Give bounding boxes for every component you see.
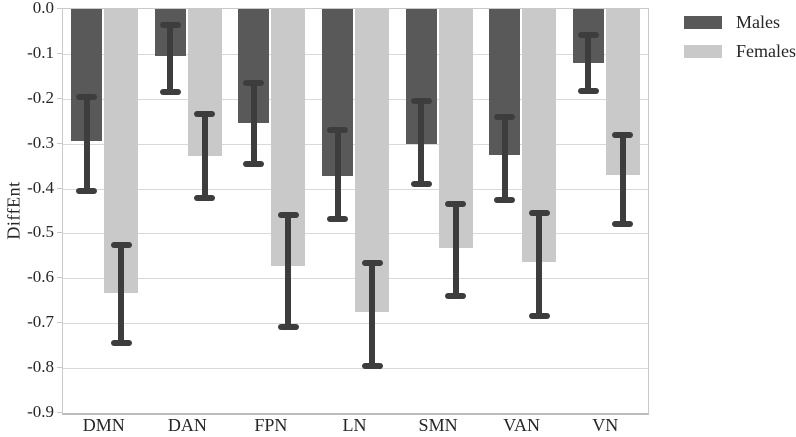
y-tick-label: -0.6	[27, 267, 54, 287]
error-bar-cap-top	[528, 210, 550, 217]
y-tick-mark	[57, 142, 62, 144]
error-bar-stem	[250, 80, 257, 167]
error-bar-cap-bottom	[410, 181, 432, 188]
error-bar-cap-top	[110, 241, 132, 248]
y-tick-label: -0.1	[27, 42, 54, 62]
error-bar-males-ln	[327, 127, 348, 223]
y-tick-label: -0.5	[27, 222, 54, 242]
error-bar-stem	[585, 31, 592, 95]
error-bar-males-dmn	[76, 93, 98, 194]
error-bar-cap-top	[612, 131, 634, 138]
x-tick-label: DMN	[82, 415, 125, 435]
error-bar-cap-bottom	[361, 362, 383, 369]
error-bar-cap-bottom	[327, 216, 348, 223]
error-bar-stem	[418, 98, 425, 188]
error-bar-cap-bottom	[243, 160, 265, 167]
error-bar-cap-top	[194, 111, 216, 118]
y-tick-label: -0.2	[27, 87, 54, 107]
error-bar-cap-top	[159, 21, 181, 28]
error-bar-cap-bottom	[528, 313, 550, 320]
y-tick-mark	[57, 412, 62, 413]
legend-item-females: Females	[684, 42, 796, 61]
y-tick-label: -0.7	[27, 312, 54, 332]
x-tick-label: LN	[342, 415, 367, 435]
error-bar-cap-top	[243, 80, 265, 87]
legend-swatch-females	[684, 45, 722, 58]
y-tick-mark	[57, 367, 62, 369]
error-bar-males-smn	[410, 98, 432, 188]
error-bar-cap-bottom	[76, 187, 98, 194]
y-tick-mark	[57, 232, 62, 234]
legend-label-females: Females	[736, 41, 796, 61]
error-bar-cap-bottom	[577, 88, 599, 95]
error-bar-stem	[334, 127, 341, 223]
legend-item-males: Males	[684, 13, 796, 32]
error-bar-males-vn	[577, 31, 599, 95]
error-bar-cap-top	[410, 98, 432, 105]
error-bar-females-van	[528, 210, 550, 320]
error-bar-stem	[369, 259, 375, 369]
error-bar-cap-top	[76, 93, 98, 100]
error-bar-males-fpn	[243, 80, 265, 167]
error-bar-cap-top	[361, 259, 383, 266]
error-bar-females-vn	[612, 131, 634, 227]
x-tick-label: VN	[592, 415, 619, 435]
legend-swatch-males	[684, 16, 722, 29]
legend: Males Females	[684, 13, 796, 71]
error-bar-females-ln	[361, 259, 383, 369]
error-bar-cap-bottom	[277, 323, 299, 330]
error-bar-cap-top	[327, 127, 348, 134]
x-tick-label: FPN	[254, 415, 288, 435]
error-bar-cap-bottom	[110, 340, 132, 347]
error-bar-cap-bottom	[612, 220, 634, 227]
error-bar-males-van	[494, 113, 516, 203]
y-tick-label: 0.0	[32, 0, 54, 17]
error-bar-cap-bottom	[194, 194, 216, 201]
error-bar-stem	[167, 21, 174, 96]
error-bar-stem	[118, 241, 125, 347]
error-bar-stem	[285, 211, 292, 330]
y-tick-mark	[57, 187, 62, 189]
error-bar-females-fpn	[277, 211, 299, 330]
y-tick-mark	[57, 322, 62, 324]
error-bar-stem	[501, 113, 508, 203]
y-tick-mark	[57, 8, 62, 9]
error-bar-cap-top	[445, 201, 467, 208]
error-bar-cap-bottom	[445, 293, 467, 300]
error-bar-cap-top	[577, 31, 599, 38]
error-bar-stem	[83, 93, 90, 194]
error-bar-stem	[536, 210, 543, 320]
error-bar-cap-bottom	[494, 196, 516, 203]
error-bar-females-dmn	[110, 241, 132, 347]
error-bar-cap-bottom	[159, 89, 181, 96]
x-tick-label: SMN	[418, 415, 458, 435]
error-bar-stem	[201, 111, 208, 201]
error-bar-females-smn	[445, 201, 467, 300]
y-tick-mark	[57, 52, 62, 54]
x-tick-label: VAN	[503, 415, 540, 435]
gridline	[63, 368, 648, 370]
plot-area	[62, 8, 649, 415]
y-tick-label: -0.9	[27, 402, 54, 421]
error-bar-males-dan	[159, 21, 181, 96]
y-tick-label: -0.4	[27, 177, 54, 197]
error-bar-females-dan	[194, 111, 216, 201]
x-tick-label: DAN	[167, 415, 207, 435]
y-tick-label: -0.3	[27, 132, 54, 152]
y-tick-mark	[57, 97, 62, 99]
gridline	[63, 323, 648, 325]
legend-label-males: Males	[736, 12, 780, 32]
error-bar-cap-top	[494, 113, 516, 120]
error-bar-stem	[452, 201, 459, 300]
y-tick-label: -0.8	[27, 357, 54, 377]
error-bar-cap-top	[277, 211, 299, 218]
y-tick-mark	[57, 277, 62, 279]
error-bar-stem	[619, 131, 626, 227]
